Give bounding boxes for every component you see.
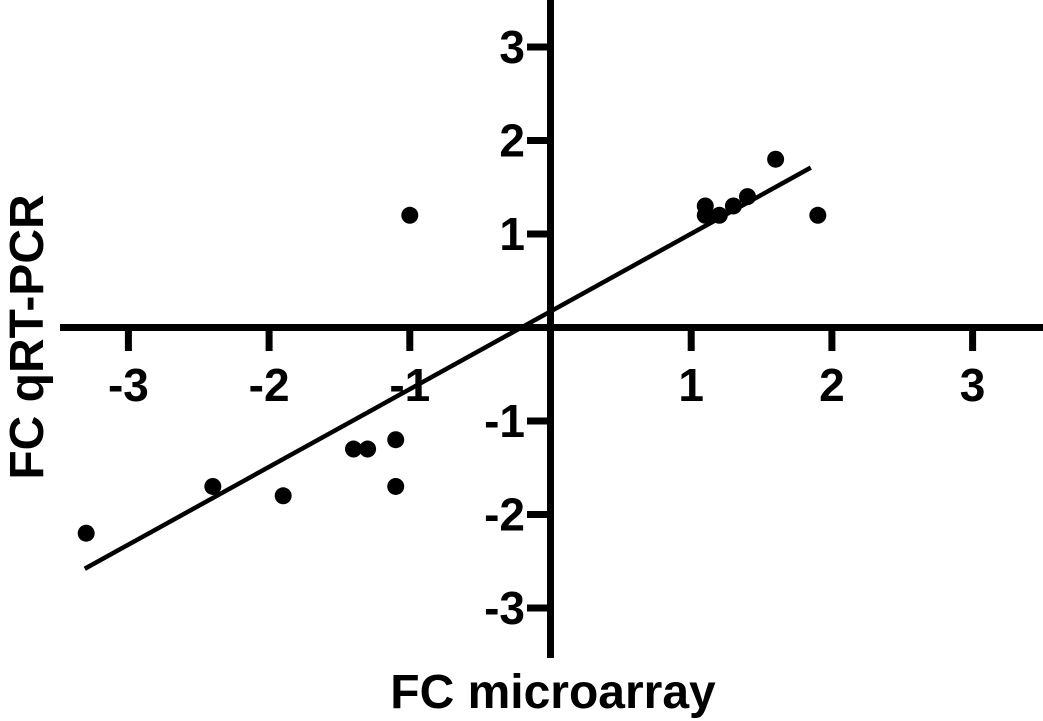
data-point bbox=[77, 524, 95, 542]
x-tick-label: 2 bbox=[819, 359, 845, 411]
data-point bbox=[809, 206, 827, 224]
data-point bbox=[696, 206, 714, 224]
y-axis-title: FC qRT-PCR bbox=[1, 194, 54, 479]
data-point bbox=[387, 431, 405, 449]
data-point bbox=[387, 477, 405, 495]
y-axis-ticks bbox=[527, 43, 551, 612]
x-tick-label: 3 bbox=[960, 359, 986, 411]
x-axis: -3 -2 -1 1 2 3 bbox=[60, 324, 1043, 411]
data-points bbox=[77, 150, 827, 542]
regression-line bbox=[83, 165, 812, 571]
x-axis-tick-labels: -3 -2 -1 1 2 3 bbox=[108, 359, 985, 411]
x-axis-title: FC microarray bbox=[390, 666, 716, 719]
y-tick-label: -3 bbox=[484, 582, 525, 634]
data-point bbox=[359, 440, 377, 458]
data-point bbox=[724, 197, 742, 215]
y-axis: 3 2 1 -1 -2 -3 bbox=[484, 0, 554, 658]
data-point bbox=[345, 440, 363, 458]
y-tick-label: -2 bbox=[484, 489, 525, 541]
data-point bbox=[204, 477, 222, 495]
data-point bbox=[274, 487, 292, 505]
x-tick-label: -1 bbox=[389, 359, 430, 411]
data-point bbox=[401, 206, 419, 224]
x-tick-label: 1 bbox=[678, 359, 704, 411]
y-tick-label: 2 bbox=[499, 115, 525, 167]
y-tick-label: 3 bbox=[499, 21, 525, 73]
data-point bbox=[710, 206, 728, 224]
y-tick-label: -1 bbox=[484, 395, 525, 447]
data-point bbox=[738, 188, 756, 206]
y-axis-tick-labels: 3 2 1 -1 -2 -3 bbox=[484, 21, 525, 634]
x-tick-label: -2 bbox=[249, 359, 290, 411]
x-tick-label: -3 bbox=[108, 359, 149, 411]
data-point bbox=[767, 150, 785, 168]
y-tick-label: 1 bbox=[499, 208, 525, 260]
x-axis-ticks bbox=[124, 327, 977, 351]
